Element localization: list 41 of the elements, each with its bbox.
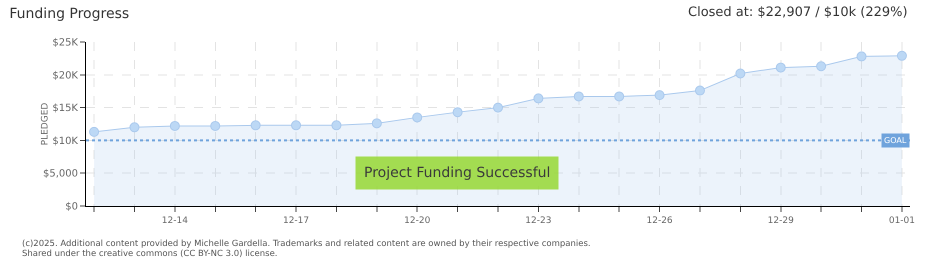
x-tick-label: 12-26 — [646, 216, 673, 226]
x-tick-label: 12-14 — [162, 216, 188, 226]
point — [493, 102, 503, 113]
y-axis-title: PLEDGED — [40, 102, 50, 146]
point — [452, 107, 463, 118]
text: Shared under the creative commons (CC BY-NC 3.0) license. — [22, 249, 278, 259]
x-tick-label: 01-01 — [888, 216, 915, 226]
point — [331, 120, 342, 130]
point — [574, 91, 584, 102]
point — [816, 61, 826, 72]
x-tick-label: 12-29 — [768, 216, 794, 226]
annotation: Project Funding Successful — [364, 165, 550, 181]
point — [856, 51, 867, 62]
point — [776, 62, 786, 73]
point — [614, 91, 624, 102]
text: Closed at: $22,907 / $10k (229%) — [688, 5, 908, 20]
point — [129, 122, 140, 132]
x-tick-label: 12-20 — [404, 216, 431, 226]
point — [250, 120, 261, 130]
point — [735, 68, 746, 78]
y-tick-label: $5,000 — [43, 168, 78, 180]
point — [170, 120, 180, 131]
y-tick-label: $25K — [52, 38, 78, 48]
point — [210, 120, 220, 131]
x-tick-label: 12-17 — [282, 216, 310, 226]
text: (c)2025. Additional content provided by Michelle Gardella. Trademarks and related content are owned by their respective companies. — [22, 239, 591, 249]
point — [412, 112, 422, 122]
point — [694, 86, 705, 96]
chart-title: Funding Progress — [9, 6, 130, 22]
point — [654, 90, 665, 100]
y-tick-label: $10K — [52, 136, 78, 147]
y-tick-label: $20K — [52, 70, 78, 82]
point — [372, 118, 382, 128]
x-tick-label: 12-23 — [525, 216, 552, 226]
point — [89, 126, 100, 137]
y-tick-label: $15K — [52, 103, 78, 114]
point — [291, 120, 302, 130]
point — [896, 50, 907, 61]
ref-line-label: GOAL — [884, 136, 907, 145]
y-tick-label: $0 — [65, 202, 78, 212]
point — [533, 93, 544, 104]
